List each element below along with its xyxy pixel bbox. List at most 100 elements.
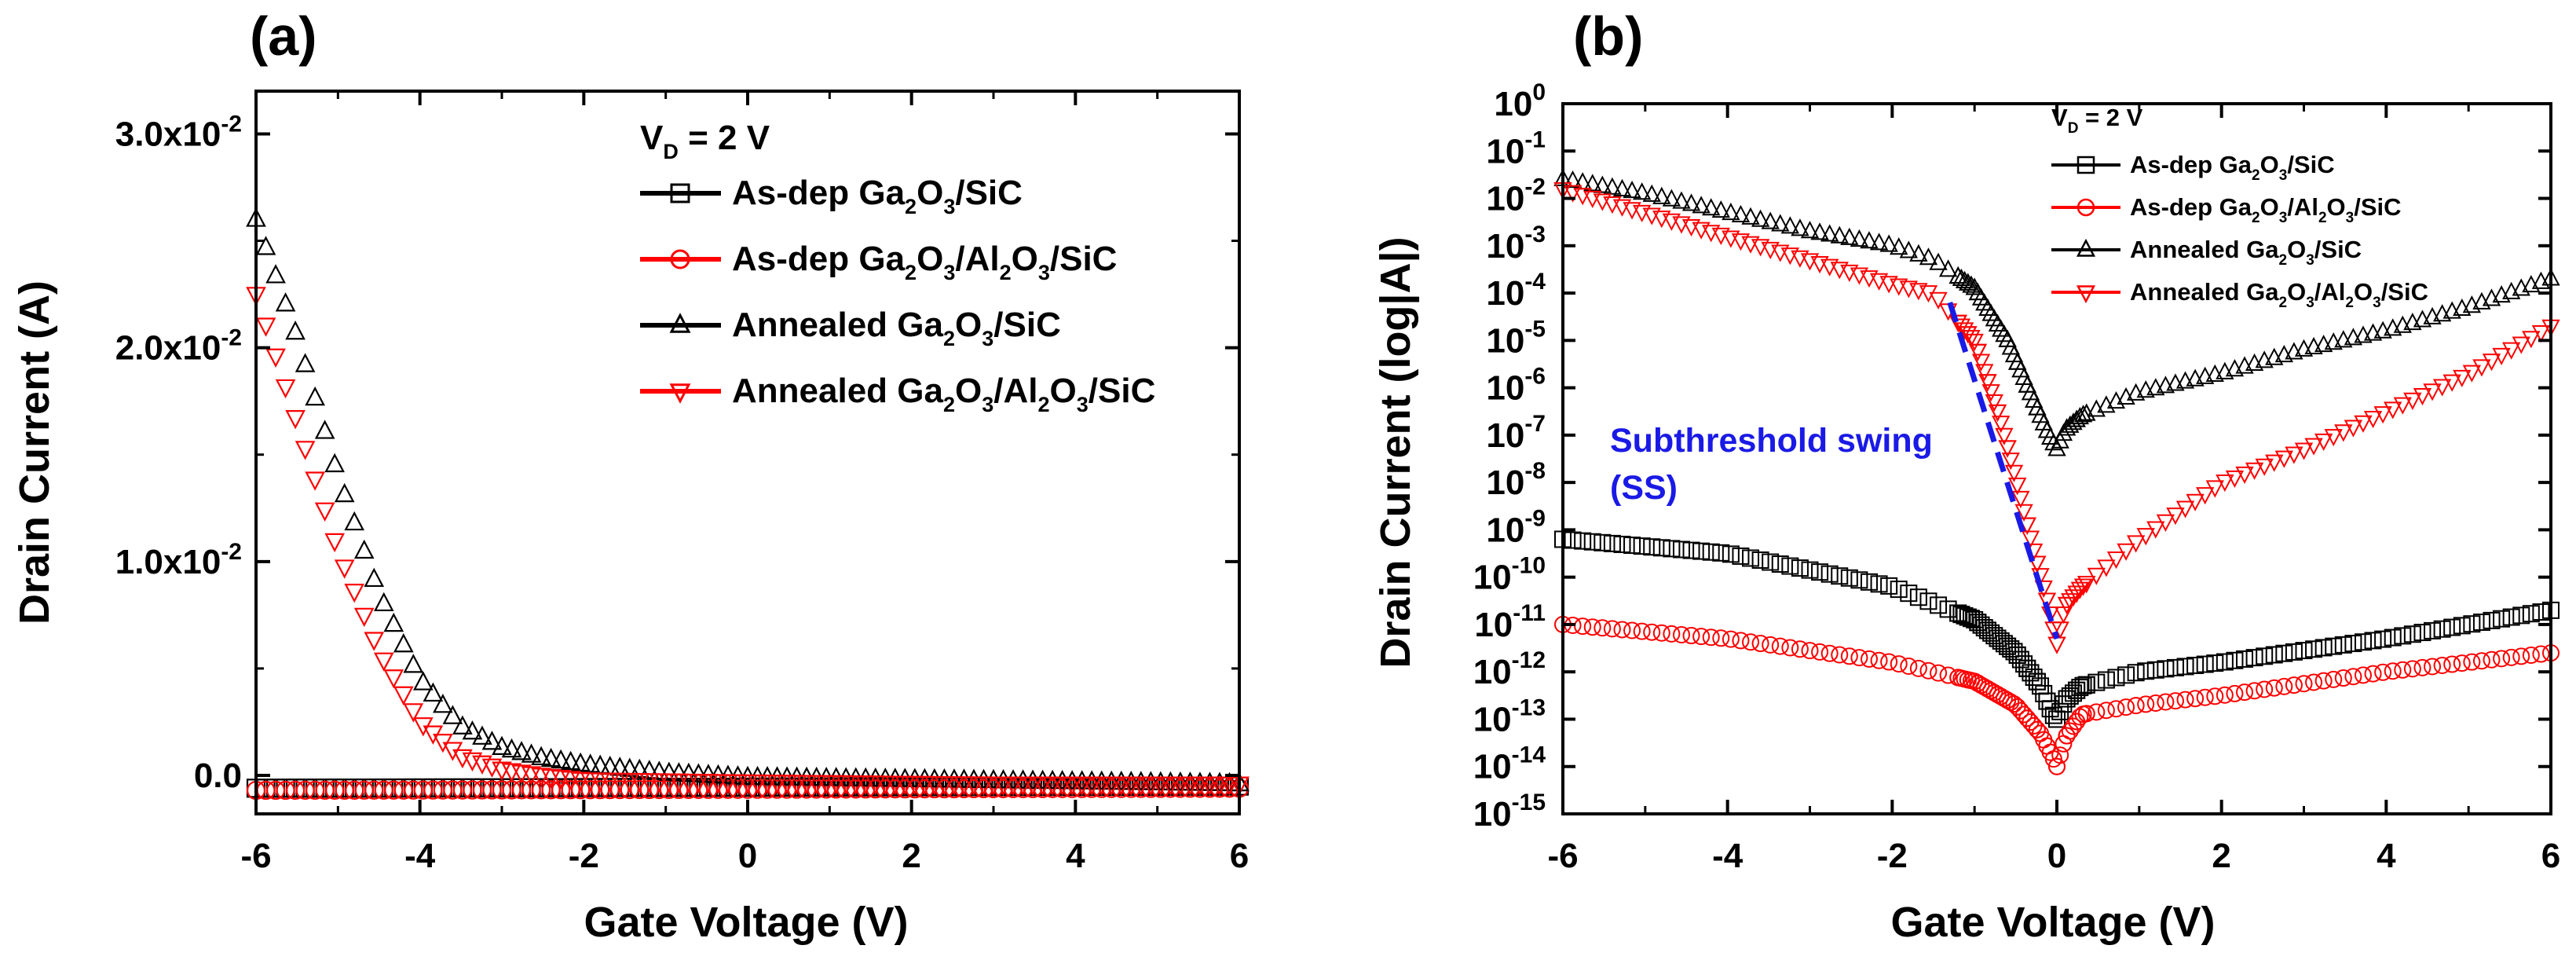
panel-a-point xyxy=(255,236,276,255)
panel-b-point xyxy=(1603,177,1622,195)
panel-b-point xyxy=(2295,642,2313,660)
panel-a-point xyxy=(1130,771,1151,790)
panel-a-point xyxy=(1042,769,1063,790)
panel-b-legend: VD = 2 V As-dep Ga2O3/SiC As-dep Ga2O3/Al2… xyxy=(2051,104,2428,311)
panel-a-point xyxy=(708,774,729,793)
panel-b-point xyxy=(2354,666,2372,684)
panel-a-point xyxy=(541,780,561,800)
panel-b-point xyxy=(2157,693,2175,711)
panel-b-point xyxy=(2285,446,2303,464)
panel-b-point xyxy=(2344,635,2362,653)
panel-b-point xyxy=(2057,418,2077,436)
panel-b-point xyxy=(2305,673,2323,691)
panel-a-point xyxy=(934,775,955,796)
panel-a-point xyxy=(629,773,650,793)
panel-a-point xyxy=(551,780,571,800)
panel-a-point xyxy=(364,780,384,800)
panel-b-point xyxy=(2216,653,2234,671)
panel-b-point xyxy=(1741,207,1760,225)
panel-a-point xyxy=(531,746,551,766)
panel-a-point xyxy=(895,779,915,799)
panel-b-point xyxy=(1712,629,1730,647)
panel-b-point xyxy=(2344,668,2362,686)
panel-b-legend-marker xyxy=(2076,285,2096,304)
panel-a-point xyxy=(934,768,955,788)
panel-a-point xyxy=(767,775,788,794)
panel-b-point xyxy=(1860,231,1879,249)
panel-b-point xyxy=(1930,664,1948,682)
panel-a-point xyxy=(1111,776,1132,796)
panel-a-point xyxy=(825,775,847,795)
panel-a-point xyxy=(875,775,896,795)
panel-a-point xyxy=(521,780,541,800)
panel-a-point xyxy=(619,757,640,777)
panel-a-point xyxy=(1151,771,1171,790)
panel-a-point xyxy=(334,482,355,503)
panel-a-point xyxy=(816,775,836,795)
panel-b-point xyxy=(2175,500,2195,518)
panel-a-point xyxy=(1130,776,1151,796)
panel-b-point xyxy=(1663,540,1681,558)
panel-a-point xyxy=(905,779,924,799)
panel-b-point xyxy=(2146,661,2164,679)
panel-b-point xyxy=(2502,648,2520,666)
panel-b-point xyxy=(2493,610,2511,628)
panel-a-point xyxy=(974,779,993,799)
panel-b-point xyxy=(2453,369,2472,388)
panel-a-point xyxy=(482,780,502,800)
panel-a-point xyxy=(531,780,551,800)
panel-b-point xyxy=(1771,214,1790,232)
panel-b-point xyxy=(2097,671,2115,689)
panel-b-point xyxy=(2186,493,2205,511)
panel-a-point xyxy=(639,773,660,793)
panel-a-point xyxy=(954,779,974,799)
panel-b-point xyxy=(2532,645,2550,663)
panel-b-point xyxy=(1988,404,2007,422)
panel-a-legend: VD = 2 V As-dep Ga2O3/SiC As-dep Ga2O3/Al2… xyxy=(640,119,1155,416)
panel-b-point xyxy=(2070,406,2090,425)
panel-b-point xyxy=(2502,608,2520,626)
panel-b-point xyxy=(1900,584,1918,603)
panel-a-point xyxy=(305,386,325,406)
panel-b-point xyxy=(2005,695,2023,713)
panel-b-point xyxy=(1890,237,1908,255)
panel-b-point xyxy=(2236,683,2254,702)
panel-b-point xyxy=(1574,532,1592,550)
panel-b-point xyxy=(2256,680,2274,698)
panel-b-point xyxy=(2107,669,2125,687)
panel-b-point xyxy=(2002,640,2020,658)
panel-b-point xyxy=(2226,651,2244,669)
panel-b-point xyxy=(1899,240,1918,258)
panel-b-point xyxy=(1919,661,1937,680)
panel-b-point xyxy=(1968,343,1988,361)
panel-a-point xyxy=(659,773,679,793)
panel-a-point xyxy=(1209,779,1230,798)
panel-a-legend-label: As-dep Ga2O3/Al2O3/SiC xyxy=(732,240,1117,284)
panel-b-point xyxy=(2057,596,2077,615)
panel-a-point xyxy=(1023,769,1043,789)
panel-b-point xyxy=(1762,636,1780,654)
panel-b-point xyxy=(1956,606,1974,625)
panel-a-point xyxy=(462,720,483,740)
panel-b-ytick-label: 10-8 xyxy=(1486,458,1546,502)
panel-b-point xyxy=(2393,397,2412,415)
panel-a-point xyxy=(403,703,424,723)
panel-b-point xyxy=(1820,224,1839,242)
panel-b-series-1 xyxy=(1554,530,2560,728)
panel-b-point xyxy=(2235,466,2254,484)
panel-b-point xyxy=(2325,637,2343,655)
panel-b-point xyxy=(2413,388,2432,406)
panel-a-point xyxy=(924,779,944,799)
panel-b-point xyxy=(1975,364,1994,382)
panel-a-point xyxy=(570,752,591,772)
panel-b-point xyxy=(2206,687,2224,705)
panel-b-point xyxy=(1642,184,1661,202)
panel-b-point xyxy=(1633,622,1651,640)
panel-a-ytick-label: 0.0 xyxy=(194,757,242,795)
panel-b-point xyxy=(2344,420,2363,438)
panel-b-point xyxy=(1662,189,1681,207)
panel-b-point xyxy=(2472,359,2491,377)
panel-b-xtick-label: 4 xyxy=(2377,837,2396,875)
panel-b-point xyxy=(2028,672,2046,691)
